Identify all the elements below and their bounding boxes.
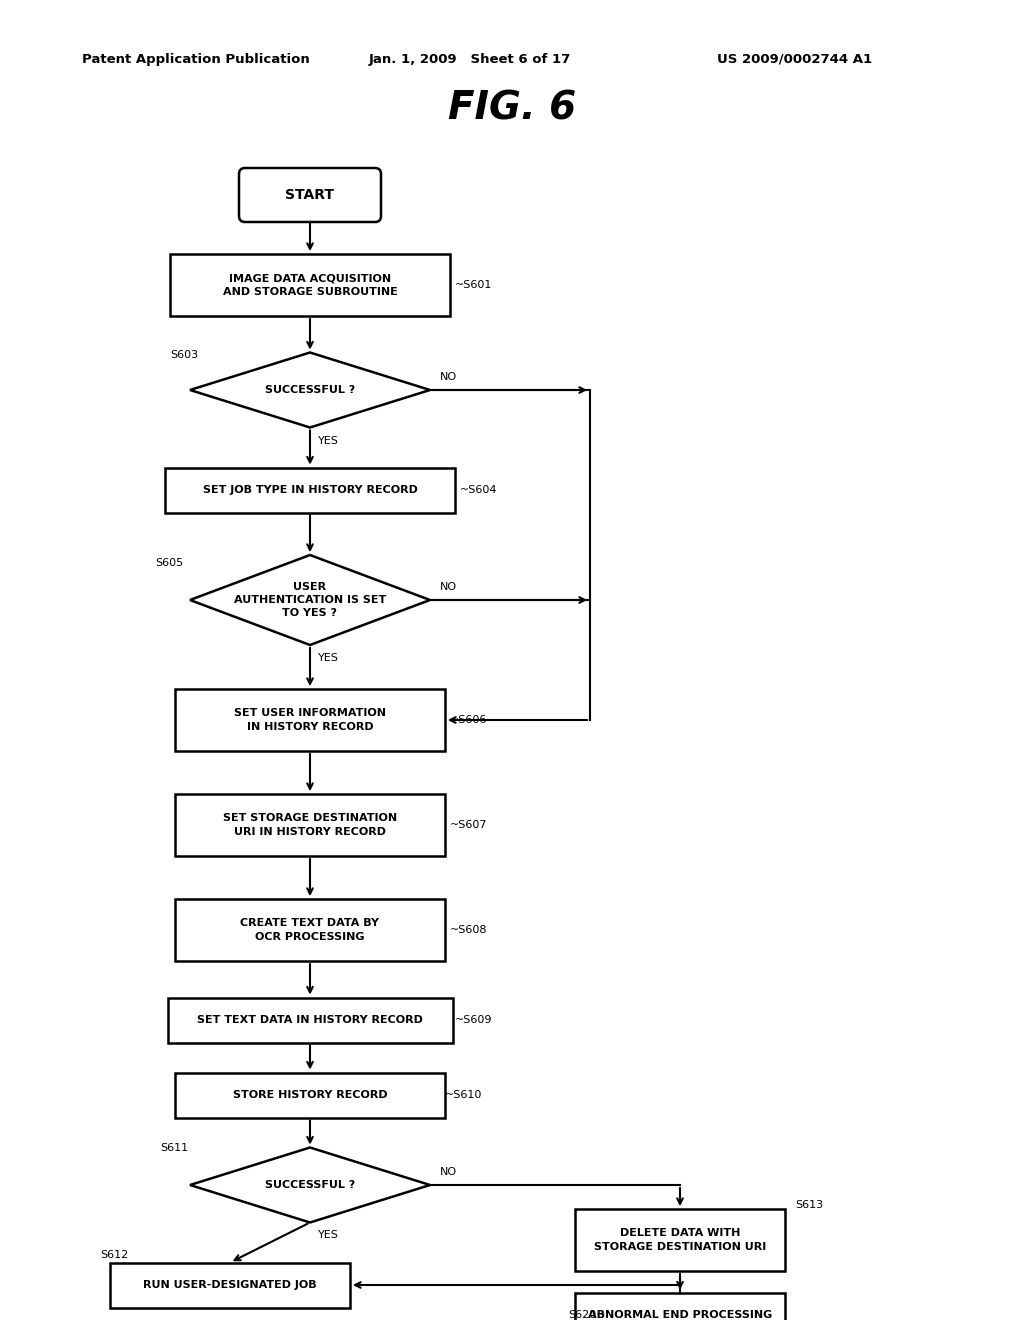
Text: SET USER INFORMATION
IN HISTORY RECORD: SET USER INFORMATION IN HISTORY RECORD — [234, 709, 386, 731]
Bar — [165, 467, 455, 512]
Text: ~S604: ~S604 — [460, 484, 498, 495]
Text: S603: S603 — [170, 350, 198, 360]
Text: ~S609: ~S609 — [455, 1015, 493, 1026]
Bar — [575, 1292, 785, 1320]
Text: Jan. 1, 2009   Sheet 6 of 17: Jan. 1, 2009 Sheet 6 of 17 — [369, 53, 571, 66]
Text: STORE HISTORY RECORD: STORE HISTORY RECORD — [232, 1090, 387, 1100]
Text: ABNORMAL END PROCESSING: ABNORMAL END PROCESSING — [588, 1309, 772, 1320]
Text: CREATE TEXT DATA BY
OCR PROCESSING: CREATE TEXT DATA BY OCR PROCESSING — [241, 919, 380, 941]
Bar — [170, 253, 450, 315]
Text: NO: NO — [440, 372, 457, 381]
Text: SUCCESSFUL ?: SUCCESSFUL ? — [265, 1180, 355, 1191]
Text: ~S606: ~S606 — [450, 715, 487, 725]
Text: SUCCESSFUL ?: SUCCESSFUL ? — [265, 385, 355, 395]
Text: SET TEXT DATA IN HISTORY RECORD: SET TEXT DATA IN HISTORY RECORD — [197, 1015, 423, 1026]
Polygon shape — [190, 554, 430, 645]
Text: YES: YES — [318, 1230, 339, 1241]
Text: NO: NO — [440, 1167, 457, 1177]
Text: SET JOB TYPE IN HISTORY RECORD: SET JOB TYPE IN HISTORY RECORD — [203, 484, 418, 495]
Bar — [175, 795, 445, 855]
Text: USER
AUTHENTICATION IS SET
TO YES ?: USER AUTHENTICATION IS SET TO YES ? — [233, 582, 386, 618]
Bar — [175, 689, 445, 751]
Text: US 2009/0002744 A1: US 2009/0002744 A1 — [717, 53, 871, 66]
Polygon shape — [190, 1147, 430, 1222]
Text: DELETE DATA WITH
STORAGE DESTINATION URI: DELETE DATA WITH STORAGE DESTINATION URI — [594, 1229, 766, 1251]
Text: S620~: S620~ — [568, 1309, 605, 1320]
Text: ~S610: ~S610 — [445, 1090, 482, 1100]
Text: FIG. 6: FIG. 6 — [447, 88, 577, 127]
Text: ~S601: ~S601 — [455, 280, 493, 290]
Text: ~S608: ~S608 — [450, 925, 487, 935]
Bar — [575, 1209, 785, 1271]
Text: START: START — [286, 187, 335, 202]
Text: S605: S605 — [155, 558, 183, 568]
Text: S613: S613 — [795, 1200, 823, 1210]
Text: NO: NO — [440, 582, 457, 591]
Text: Patent Application Publication: Patent Application Publication — [82, 53, 309, 66]
Text: YES: YES — [318, 653, 339, 663]
Text: S612: S612 — [100, 1250, 128, 1261]
Text: S611: S611 — [160, 1143, 188, 1152]
Text: IMAGE DATA ACQUISITION
AND STORAGE SUBROUTINE: IMAGE DATA ACQUISITION AND STORAGE SUBRO… — [222, 273, 397, 297]
Polygon shape — [190, 352, 430, 428]
Text: SET STORAGE DESTINATION
URI IN HISTORY RECORD: SET STORAGE DESTINATION URI IN HISTORY R… — [223, 813, 397, 837]
Bar — [175, 899, 445, 961]
Bar — [110, 1262, 350, 1308]
Text: YES: YES — [318, 436, 339, 446]
Text: ~S607: ~S607 — [450, 820, 487, 830]
Bar — [175, 1072, 445, 1118]
FancyBboxPatch shape — [239, 168, 381, 222]
Bar — [168, 998, 453, 1043]
Text: RUN USER-DESIGNATED JOB: RUN USER-DESIGNATED JOB — [143, 1280, 316, 1290]
